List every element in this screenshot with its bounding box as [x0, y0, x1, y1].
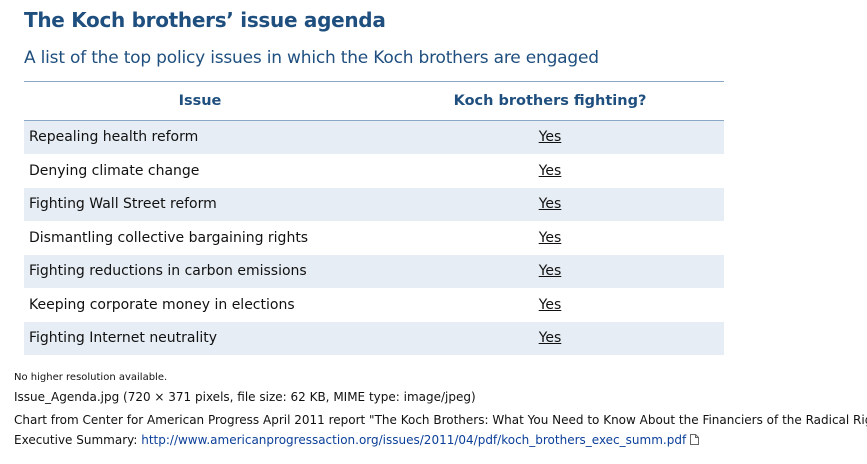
description: Chart from Center for American Progress …: [14, 413, 867, 427]
header-row: Issue Koch brothers fighting?: [24, 81, 724, 121]
summary: Executive Summary: http://www.americanpr…: [14, 433, 699, 447]
table-body: Repealing health reform Yes Denying climat…: [24, 120, 724, 356]
table-row: Repealing health reform Yes: [24, 120, 724, 155]
answer-link[interactable]: Yes: [538, 296, 562, 313]
table-row: Fighting reductions in carbon emissions Y…: [24, 254, 724, 289]
answer-link[interactable]: Yes: [538, 229, 562, 246]
table-row: Fighting Internet neutrality Yes: [24, 321, 724, 356]
answer-cell: Yes: [376, 120, 724, 155]
resolution-note: No higher resolution available.: [14, 372, 168, 383]
title: The Koch brothers’ issue agenda: [24, 8, 386, 32]
answer-link[interactable]: Yes: [538, 330, 562, 347]
issue-cell: Keeping corporate money in elections: [24, 288, 376, 322]
issue-cell: Denying climate change: [24, 154, 376, 188]
summary-label: Executive Summary:: [14, 433, 138, 447]
table-row: Keeping corporate money in elections Yes: [24, 288, 724, 322]
answer-cell: Yes: [376, 288, 724, 322]
answer-link[interactable]: Yes: [538, 196, 562, 213]
issue-cell: Repealing health reform: [24, 120, 376, 155]
column-header: Koch brothers fighting?: [376, 81, 724, 121]
issue-table: Issue Koch brothers fighting? Repealing …: [24, 81, 724, 356]
summary-link[interactable]: http://www.americanprogressaction.org/is…: [141, 433, 687, 447]
column-header: Issue: [24, 81, 376, 121]
table-row: Denying climate change Yes: [24, 154, 724, 188]
answer-link[interactable]: Yes: [538, 129, 562, 146]
answer-cell: Yes: [376, 187, 724, 222]
file-icon: [690, 434, 699, 445]
answer-cell: Yes: [376, 154, 724, 188]
issue-cell: Dismantling collective bargaining rights: [24, 221, 376, 255]
issue-cell: Fighting Wall Street reform: [24, 187, 376, 222]
subtitle: A list of the top policy issues in which…: [24, 48, 599, 68]
file-info: Issue_Agenda.jpg (720 × 371 pixels, file…: [14, 390, 476, 404]
answer-link[interactable]: Yes: [538, 162, 562, 179]
table-row: Dismantling collective bargaining rights…: [24, 221, 724, 255]
table-row: Fighting Wall Street reform Yes: [24, 187, 724, 222]
issue-cell: Fighting Internet neutrality: [24, 321, 376, 356]
answer-cell: Yes: [376, 221, 724, 255]
answer-link[interactable]: Yes: [538, 263, 562, 280]
issue-cell: Fighting reductions in carbon emissions: [24, 254, 376, 289]
answer-cell: Yes: [376, 254, 724, 289]
answer-cell: Yes: [376, 321, 724, 356]
